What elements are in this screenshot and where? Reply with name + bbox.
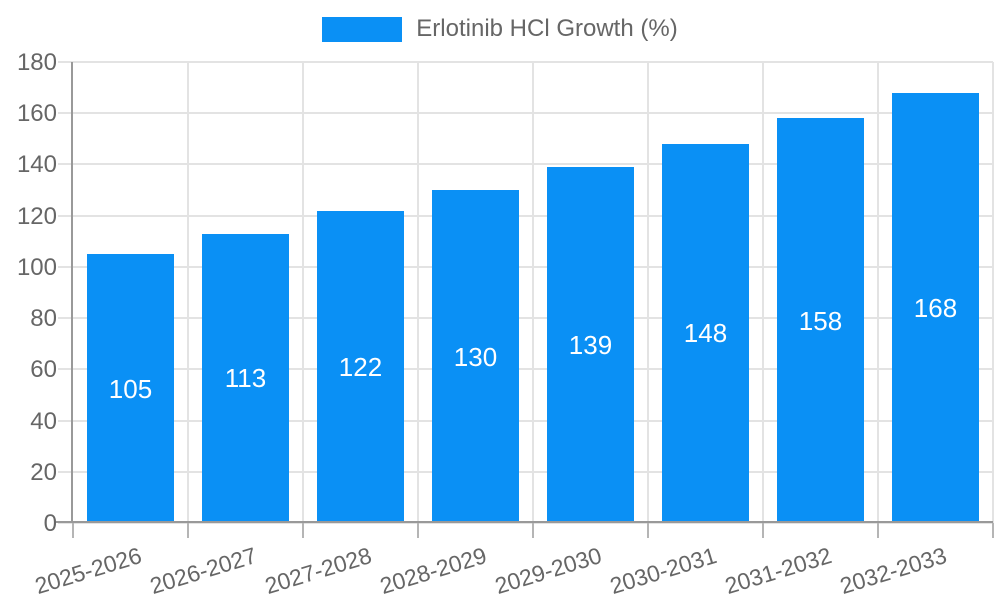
gridline-horizontal xyxy=(58,368,993,371)
bar[interactable] xyxy=(547,167,634,523)
y-axis-tick-label: 60 xyxy=(30,356,57,384)
x-axis-tick xyxy=(302,523,304,538)
y-axis-line xyxy=(71,62,73,523)
bar-value-label: 168 xyxy=(913,292,958,323)
bar[interactable] xyxy=(892,92,979,523)
bar-value-label: 148 xyxy=(683,318,728,349)
gridline-horizontal xyxy=(58,419,993,422)
y-axis-tick-label: 80 xyxy=(30,305,57,333)
bar-value-label: 130 xyxy=(453,341,498,372)
y-axis-tick-label: 0 xyxy=(43,510,57,537)
y-axis-tick-label: 100 xyxy=(16,253,57,281)
x-axis-tick xyxy=(762,523,764,538)
x-axis-tick xyxy=(532,523,534,538)
bar-value-label: 158 xyxy=(798,305,843,336)
gridline-vertical xyxy=(187,62,189,523)
gridline-vertical xyxy=(992,62,994,523)
gridline-horizontal xyxy=(58,214,993,217)
y-axis-tick-label: 40 xyxy=(30,407,57,435)
legend[interactable]: Erlotinib HCl Growth (%) xyxy=(0,15,1000,43)
bar-value-label: 105 xyxy=(108,373,153,404)
legend-swatch xyxy=(322,16,403,42)
gridline-vertical xyxy=(647,62,649,523)
gridline-vertical xyxy=(762,62,764,523)
y-axis-tick-label: 160 xyxy=(16,100,57,128)
gridline-vertical xyxy=(302,62,304,523)
x-axis-tick xyxy=(72,523,74,538)
x-axis-line xyxy=(56,521,993,523)
x-axis-tick xyxy=(647,523,649,538)
bar[interactable] xyxy=(202,233,289,523)
x-axis-tick xyxy=(187,523,189,538)
bar[interactable] xyxy=(777,118,864,523)
gridline-horizontal xyxy=(58,522,993,524)
legend-label: Erlotinib HCl Growth (%) xyxy=(416,15,678,42)
bar[interactable] xyxy=(317,210,404,523)
gridline-horizontal xyxy=(58,112,993,115)
y-axis-tick-label: 140 xyxy=(16,151,57,179)
gridline-horizontal xyxy=(58,163,993,166)
gridline-vertical xyxy=(877,62,879,523)
gridline-horizontal xyxy=(58,317,993,320)
bar-value-label: 122 xyxy=(338,351,383,382)
x-axis-tick xyxy=(417,523,419,538)
gridline-vertical xyxy=(417,62,419,523)
y-axis-tick-label: 120 xyxy=(16,202,57,230)
gridline-horizontal xyxy=(58,265,993,268)
gridline-horizontal xyxy=(58,470,993,473)
gridline-horizontal xyxy=(58,61,993,63)
bar[interactable] xyxy=(662,143,749,523)
bar[interactable] xyxy=(87,254,174,523)
bar-value-label: 113 xyxy=(224,363,267,394)
y-axis-tick-label: 20 xyxy=(30,458,57,486)
bar-value-label: 139 xyxy=(568,330,613,360)
bar[interactable] xyxy=(432,190,519,523)
x-axis-tick xyxy=(877,523,879,538)
gridline-vertical xyxy=(532,62,534,523)
x-axis-tick xyxy=(992,523,994,538)
y-axis-tick-label: 180 xyxy=(16,49,57,76)
